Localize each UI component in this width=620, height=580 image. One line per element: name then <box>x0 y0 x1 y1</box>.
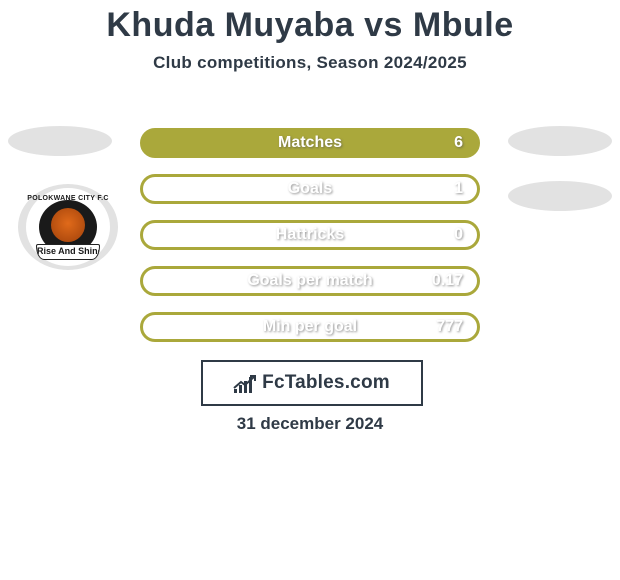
stat-value: 777 <box>436 318 463 336</box>
stat-value: 1 <box>454 180 463 198</box>
stat-label: Goals <box>288 180 332 198</box>
stat-bar: Goals 1 <box>140 174 480 204</box>
stat-bar: Min per goal 777 <box>140 312 480 342</box>
stats-section: Matches 6 Goals 1 Hattricks 0 Goals per … <box>0 118 620 348</box>
stat-bar: Hattricks 0 <box>140 220 480 250</box>
generated-date: 31 december 2024 <box>0 414 620 434</box>
stat-value: 0.17 <box>432 272 463 290</box>
stat-bar: Goals per match 0.17 <box>140 266 480 296</box>
comparison-card: Khuda Muyaba vs Mbule Club competitions,… <box>0 6 620 580</box>
stat-row: Matches 6 <box>0 118 620 164</box>
stat-row: Min per goal 777 <box>0 302 620 348</box>
stat-value: 6 <box>454 134 463 152</box>
stat-label: Min per goal <box>263 318 357 336</box>
page-subtitle: Club competitions, Season 2024/2025 <box>0 53 620 73</box>
watermark: FcTables.com <box>201 360 423 406</box>
bar-chart-icon <box>234 373 256 393</box>
stat-label: Matches <box>278 134 342 152</box>
stat-label: Goals per match <box>247 272 372 290</box>
stat-label: Hattricks <box>276 226 344 244</box>
stat-row: Goals per match 0.17 <box>0 256 620 302</box>
stat-bar: Matches 6 <box>140 128 480 158</box>
watermark-text: FcTables.com <box>262 372 390 394</box>
page-title: Khuda Muyaba vs Mbule <box>0 6 620 45</box>
stat-row: Hattricks 0 <box>0 210 620 256</box>
stat-value: 0 <box>454 226 463 244</box>
stat-row: Goals 1 <box>0 164 620 210</box>
